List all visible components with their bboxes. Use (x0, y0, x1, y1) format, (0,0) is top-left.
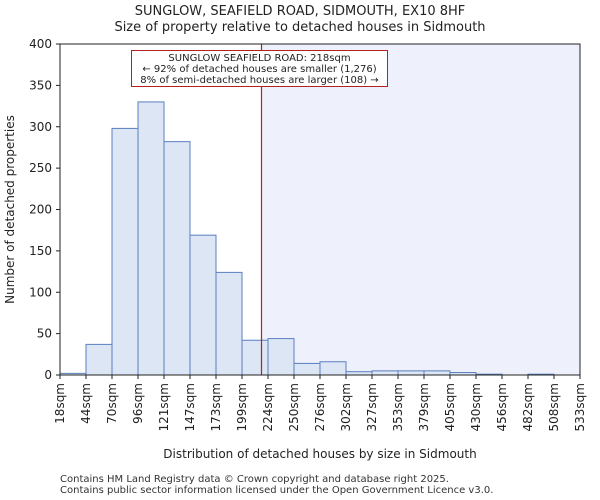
chart-title-line2: Size of property relative to detached ho… (114, 20, 486, 35)
x-tick-label: 121sqm (157, 383, 171, 431)
y-tick-label: 0 (44, 368, 52, 382)
x-tick-label: 456sqm (495, 383, 509, 431)
y-tick-label: 100 (29, 285, 52, 299)
bar (319, 361, 347, 376)
x-tick-label: 353sqm (391, 383, 405, 431)
annotation-line1: SUNGLOW SEAFIELD ROAD: 218sqm (168, 53, 351, 64)
bar (423, 370, 451, 376)
x-tick-label: 44sqm (79, 383, 93, 424)
y-tick-label: 250 (29, 161, 52, 175)
bar (111, 127, 139, 376)
annotation-line3: 8% of semi-detached houses are larger (1… (140, 75, 379, 86)
x-tick-label: 18sqm (53, 383, 67, 424)
bar (371, 370, 399, 376)
bar (293, 362, 321, 376)
bar (241, 339, 269, 376)
x-tick-label: 327sqm (365, 383, 379, 431)
x-tick-label: 224sqm (261, 383, 275, 431)
x-tick-label: 199sqm (235, 383, 249, 431)
y-tick-label: 400 (29, 37, 52, 51)
bar (215, 271, 243, 376)
x-axis-label: Distribution of detached houses by size … (163, 447, 476, 461)
x-tick-label: 96sqm (131, 383, 145, 424)
x-tick-label: 533sqm (573, 383, 587, 431)
footer-line1: Contains HM Land Registry data © Crown c… (60, 474, 449, 485)
y-tick-label: 150 (29, 244, 52, 258)
x-tick-label: 147sqm (183, 383, 197, 431)
chart-title-line1: SUNGLOW, SEAFIELD ROAD, SIDMOUTH, EX10 8… (134, 4, 466, 19)
bar (85, 343, 113, 376)
x-tick-label: 173sqm (209, 383, 223, 431)
x-tick-label: 508sqm (547, 383, 561, 431)
y-axis-label: Number of detached properties (3, 115, 17, 304)
x-tick-label: 482sqm (521, 383, 535, 431)
x-tick-label: 70sqm (105, 383, 119, 424)
bar (397, 370, 425, 376)
highlight-region (261, 44, 580, 375)
y-tick-label: 50 (37, 327, 52, 341)
bar (137, 101, 165, 376)
x-tick-label: 379sqm (417, 383, 431, 431)
y-tick-label: 300 (29, 120, 52, 134)
annotation-line2: ← 92% of detached houses are smaller (1,… (142, 64, 377, 75)
y-tick-label: 200 (29, 203, 52, 217)
x-tick-label: 405sqm (443, 383, 457, 431)
x-tick-label: 250sqm (287, 383, 301, 431)
x-tick-label: 430sqm (469, 383, 483, 431)
property-annotation: SUNGLOW SEAFIELD ROAD: 218sqm ← 92% of d… (131, 50, 388, 87)
x-tick-label: 276sqm (313, 383, 327, 431)
bar (189, 234, 217, 376)
y-tick-label: 350 (29, 78, 52, 92)
x-tick-label: 302sqm (339, 383, 353, 431)
bar (163, 141, 191, 376)
bar (267, 338, 295, 376)
footer-line2: Contains public sector information licen… (60, 485, 494, 496)
